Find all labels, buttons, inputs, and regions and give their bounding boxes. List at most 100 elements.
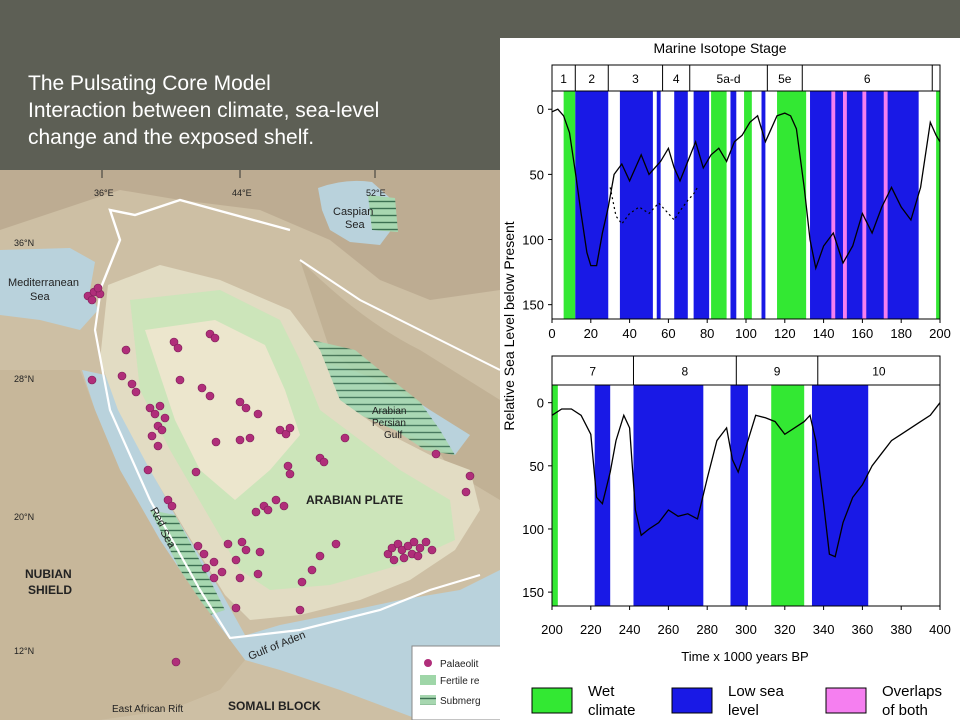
palaeolithic-site-marker [241,403,251,413]
overlap-period-bar [843,91,847,319]
sea-level-line [551,108,941,271]
overlap-period-bar [862,91,867,319]
palaeolithic-site-marker [393,539,403,549]
legend-submerged-swatch [420,695,436,705]
sea-level-alt-line [609,187,699,225]
low-sea-period-bar [594,385,611,606]
arabia-map: 36°E 44°E 52°E 36°N 28°N 20°N 12°N Medit… [0,170,500,720]
x-axis-label: Time x 1000 years BP [681,649,808,664]
nubian-label-2: SHIELD [28,583,72,597]
x-tick-label: 60 [661,326,675,341]
legend-label-overlap: Overlaps [882,683,942,700]
x-tick-label: 380 [890,622,912,637]
palaeolithic-site-marker [121,345,131,355]
palaeolithic-site-marker [253,409,263,419]
palaeolithic-site-marker [399,553,409,563]
palaeolithic-site-marker [465,471,475,481]
stage-label: 3 [632,72,639,86]
stage-label: 10 [872,365,886,379]
low-sea-period-bar [761,91,766,319]
overlap-period-bar [831,91,836,319]
stage-strip [551,64,941,92]
x-tick-label: 200 [929,326,951,341]
palaeolithic-site-marker [283,461,293,471]
x-tick-label: 180 [890,326,912,341]
low-sea-period-bar [730,385,748,606]
x-tick-label: 100 [735,326,757,341]
wet-period-bar [711,91,727,319]
palaeolithic-site-marker [217,567,227,577]
x-tick-label: 240 [619,622,641,637]
gulf-label-1: Arabian [372,406,406,417]
gulf-label-3: Gulf [384,430,403,441]
plate-boundary-zagros [299,259,500,371]
stage-label: 9 [774,365,781,379]
palaeolithic-site-marker [147,431,157,441]
palaeolithic-site-marker [235,435,245,445]
sea-level-chart: Marine Isotope Stage Relative Sea Level … [501,40,951,719]
x-tick-label: 80 [700,326,714,341]
legend-fertile-swatch [420,675,436,685]
palaeolithic-site-marker [193,541,203,551]
nubian-label-1: NUBIAN [25,567,72,581]
palaeolithic-sites [83,283,475,667]
desert-interior [145,320,300,500]
sea-level-line [551,402,941,558]
palaeolithic-site-marker [295,605,305,615]
palaeolithic-site-marker [315,551,325,561]
stage-label: 4 [673,72,680,86]
x-tick-label: 120 [774,326,796,341]
plate-boundary-rift [93,294,481,640]
y-tick-label: 0 [537,396,544,411]
palaeolithic-site-marker [415,543,425,553]
palaeolithic-site-marker [319,457,329,467]
legend-swatch-wet [531,687,573,714]
palaeolithic-site-marker [255,547,265,557]
x-tick-label: 20 [584,326,598,341]
palaeolithic-site-marker [231,555,241,565]
palaeolithic-site-marker [253,569,263,579]
palaeolithic-site-marker [231,603,241,613]
palaeolithic-site-marker [171,657,181,667]
palaeolithic-site-marker [169,337,179,347]
palaeolithic-site-marker [235,397,245,407]
palaeolithic-site-marker [241,545,251,555]
palaeolithic-site-marker [279,501,289,511]
mediterranean-label-2: Sea [30,291,50,303]
legend-swatch-low [671,687,713,714]
stage-label: 5a-d [717,72,741,86]
palaeolithic-site-marker [285,423,295,433]
palaeolithic-site-marker [163,495,173,505]
palaeolithic-site-marker [155,401,165,411]
somali-block-label: SOMALI BLOCK [228,699,321,713]
palaeolithic-site-marker [210,333,220,343]
wet-period-bar [777,91,807,319]
legend-palaeolithic-label: Palaeolit [440,659,479,670]
x-tick-label: 160 [852,326,874,341]
palaeolithic-site-marker [197,383,207,393]
lon-label-44: 44°E [232,188,252,198]
caspian-label-1: Caspian [333,206,373,218]
legend-swatch-overlap [825,687,867,714]
stage-label: 7 [589,365,596,379]
plate-boundary-north [98,198,291,291]
arabian-plate-label: ARABIAN PLATE [306,493,403,507]
palaeolithic-site-marker [461,487,471,497]
palaeolithic-site-marker [331,539,341,549]
legend-label-overlap-2: of both [882,702,928,719]
palaeolithic-site-marker [245,433,255,443]
y-tick-label: 100 [522,522,544,537]
x-tick-label: 400 [929,622,951,637]
low-sea-period-bar [674,91,688,319]
palaeolithic-site-marker [389,555,399,565]
palaeolithic-site-marker [160,413,170,423]
palaeolithic-site-marker [275,425,285,435]
legend-submerged-label: Submerg [440,696,481,707]
legend-label-wet-2: climate [588,702,636,719]
y-tick-label: 150 [522,298,544,313]
palaeolithic-site-marker [383,549,393,559]
palaeolithic-site-marker [211,437,221,447]
chart-title: Marine Isotope Stage [653,40,786,56]
palaeolithic-site-marker [209,557,219,567]
x-tick-label: 40 [622,326,636,341]
